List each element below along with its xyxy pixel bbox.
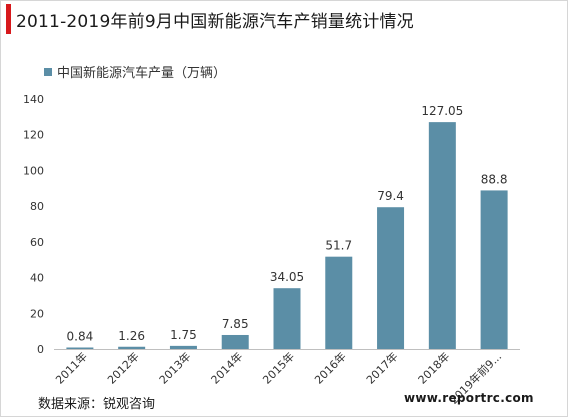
y-tick-label: 0 [37, 343, 44, 356]
x-tick-label: 2013年 [156, 349, 193, 386]
y-tick-label: 40 [30, 272, 44, 285]
bar [66, 347, 94, 349]
x-tick-label: 2011年 [53, 349, 90, 386]
x-tick-label: 2018年 [415, 349, 452, 386]
data-label: 1.26 [118, 329, 145, 343]
x-tick-label: 2015年 [260, 349, 297, 386]
x-tick-label: 2017年 [363, 349, 400, 386]
legend-swatch [44, 67, 52, 76]
bar [480, 190, 508, 349]
bars [66, 122, 508, 349]
bar [325, 256, 353, 349]
data-source: 数据来源：锐观咨询 [38, 397, 156, 412]
y-tick-label: 140 [23, 93, 44, 106]
y-tick-label: 120 [23, 129, 44, 142]
data-label: 88.8 [481, 172, 508, 186]
bar [428, 122, 456, 349]
x-tick-label: 2012年 [104, 349, 141, 386]
data-label: 1.75 [170, 328, 197, 342]
bar [118, 346, 146, 349]
data-labels: 0.84 1.26 1.75 7.85 34.05 51.7 79.4 127.05 88.8 [67, 104, 508, 343]
y-tick-label: 60 [30, 236, 44, 249]
x-tick-label: 2014年 [208, 349, 245, 386]
data-label: 51.7 [325, 239, 352, 253]
data-label: 34.05 [270, 270, 304, 284]
legend: 中国新能源汽车产量（万辆） [44, 62, 226, 81]
legend-label: 中国新能源汽车产量（万辆） [57, 66, 227, 81]
x-tick-label: 2016年 [311, 349, 348, 386]
watermark: www.reportrc.com [404, 391, 534, 405]
bar [273, 288, 301, 349]
y-tick-label: 100 [23, 164, 44, 177]
data-label: 79.4 [377, 189, 404, 203]
title-accent-bar [6, 4, 11, 34]
data-label: 0.84 [67, 330, 94, 344]
data-label: 7.85 [222, 317, 249, 331]
bar [221, 334, 249, 349]
bar [377, 207, 405, 349]
data-label: 127.05 [421, 104, 463, 118]
y-tick-label: 80 [30, 200, 44, 213]
y-tick-label: 20 [30, 307, 44, 320]
chart-title: 2011-2019年前9月中国新能源汽车产销量统计情况 [16, 12, 414, 32]
bar [169, 345, 197, 349]
y-axis: 0 20 40 60 80 100 120 140 [23, 93, 520, 356]
